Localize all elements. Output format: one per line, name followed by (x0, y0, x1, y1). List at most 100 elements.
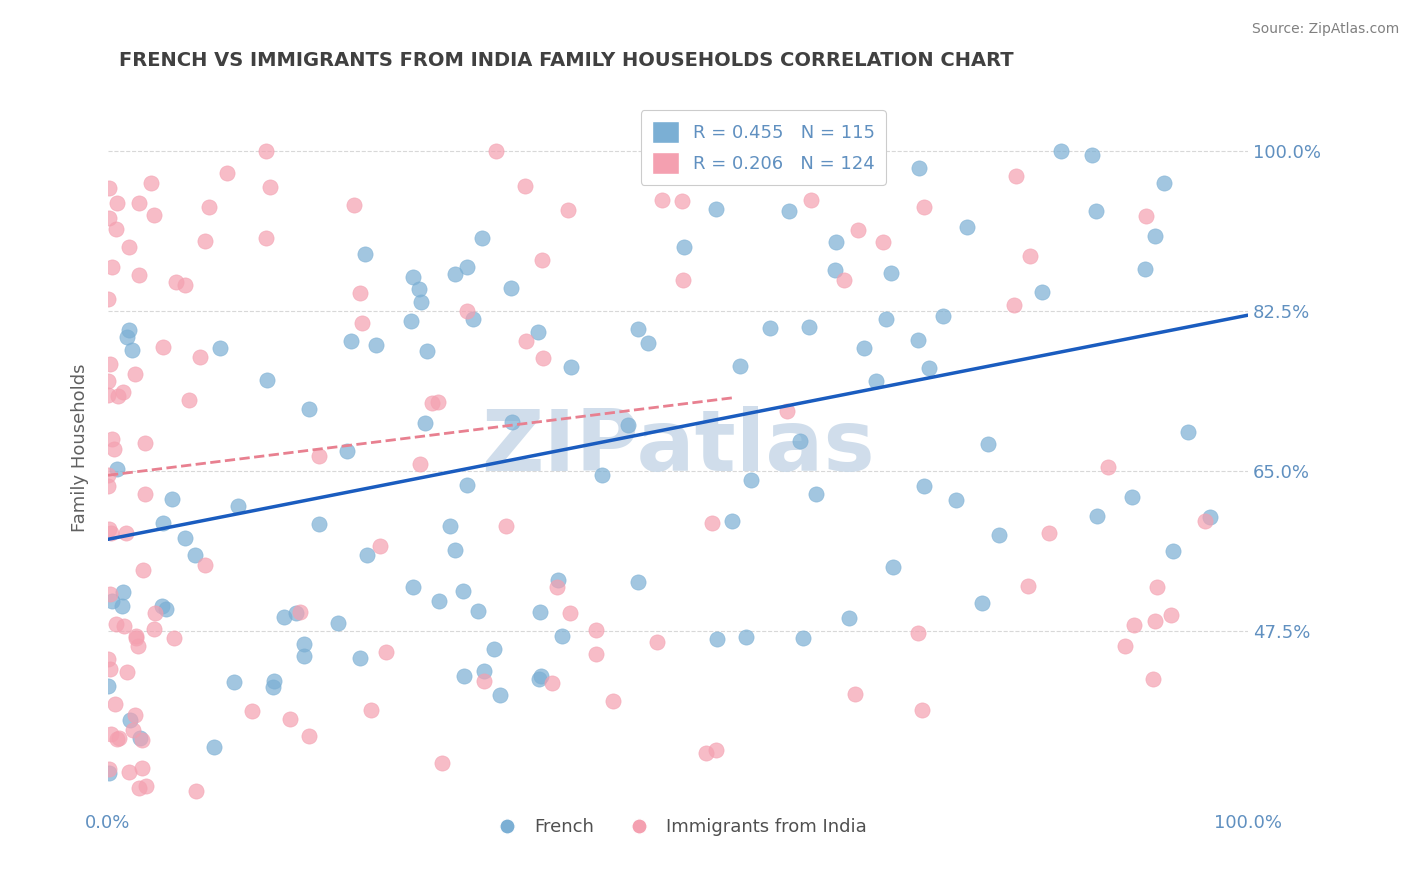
Point (152, 516, 174, 531)
Point (471, 231, 494, 245)
Point (776, 404, 799, 418)
Point (453, 669, 475, 683)
Point (912, 200, 935, 214)
Point (461, 311, 484, 326)
Point (217, 166, 239, 180)
Point (495, 519, 517, 533)
Point (152, 340, 174, 354)
Point (1018, 249, 1040, 263)
Point (101, 433, 124, 447)
Point (273, 610, 295, 624)
Point (131, 733, 153, 747)
Point (97, 468, 120, 483)
Point (124, 367, 146, 381)
Point (800, 193, 823, 207)
Point (188, 350, 211, 364)
Point (671, 194, 693, 209)
Point (1038, 525, 1060, 540)
Point (131, 761, 153, 775)
Point (401, 581, 423, 595)
Point (409, 295, 432, 310)
Point (356, 548, 378, 562)
Point (364, 338, 387, 352)
Point (308, 516, 330, 531)
Point (127, 640, 149, 654)
Point (704, 743, 727, 757)
Point (1135, 261, 1157, 276)
Point (259, 179, 281, 194)
Point (97, 679, 120, 693)
Point (184, 784, 207, 798)
Point (399, 314, 422, 328)
Point (977, 437, 1000, 451)
Point (118, 239, 141, 253)
Point (263, 673, 285, 688)
Point (118, 764, 141, 779)
Point (292, 649, 315, 664)
Point (735, 630, 758, 644)
Point (844, 687, 866, 701)
Point (104, 697, 127, 711)
Point (792, 631, 814, 645)
Point (173, 532, 195, 546)
Point (907, 333, 929, 347)
Point (513, 178, 536, 193)
Point (256, 373, 278, 387)
Point (585, 624, 607, 638)
Point (105, 461, 128, 475)
Point (1142, 672, 1164, 686)
Point (530, 669, 553, 683)
Point (124, 630, 146, 644)
Point (1121, 490, 1143, 504)
Point (409, 457, 432, 471)
Point (585, 647, 607, 661)
Point (932, 310, 955, 324)
Point (415, 417, 437, 431)
Point (124, 708, 146, 723)
Point (340, 334, 363, 348)
Point (700, 516, 723, 530)
Point (834, 273, 856, 287)
Point (98, 357, 121, 371)
Point (426, 394, 449, 409)
Point (759, 320, 782, 334)
Text: ZIPatlas: ZIPatlas (481, 407, 875, 490)
Point (541, 676, 564, 690)
Point (128, 196, 150, 211)
Point (112, 619, 135, 633)
Point (105, 617, 128, 632)
Point (368, 539, 391, 553)
Point (439, 519, 461, 533)
Point (778, 203, 800, 218)
Point (100, 727, 122, 741)
Point (125, 631, 148, 645)
Point (972, 596, 994, 610)
Point (103, 442, 125, 457)
Point (1146, 580, 1168, 594)
Point (111, 585, 134, 599)
Point (531, 252, 554, 267)
Point (558, 606, 581, 620)
Point (179, 392, 201, 407)
Point (444, 542, 467, 557)
Point (297, 402, 319, 417)
Point (838, 611, 860, 625)
Point (1199, 509, 1222, 524)
Point (97, 652, 120, 666)
Point (467, 604, 489, 618)
Point (416, 343, 439, 358)
Point (806, 487, 828, 501)
Point (1143, 614, 1166, 628)
Point (1002, 298, 1025, 312)
Point (872, 235, 894, 249)
Point (704, 202, 727, 217)
Point (1080, 148, 1102, 162)
Point (308, 449, 330, 463)
Point (97, 388, 120, 402)
Point (918, 361, 941, 376)
Point (557, 202, 579, 217)
Y-axis label: Family Households: Family Households (72, 364, 89, 532)
Point (143, 623, 166, 637)
Point (135, 779, 157, 793)
Point (531, 351, 554, 365)
